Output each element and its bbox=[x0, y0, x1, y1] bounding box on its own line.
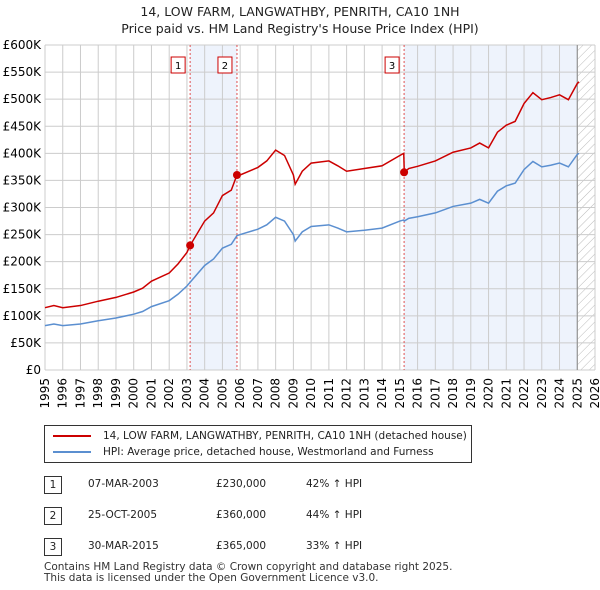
x-tick-label: 1997 bbox=[73, 378, 87, 409]
x-tick-label: 2017 bbox=[428, 378, 442, 409]
x-tick-label: 2010 bbox=[304, 378, 318, 409]
x-tick-label: 2020 bbox=[482, 378, 496, 409]
hpi-delta: 33% ↑ HPI bbox=[306, 540, 363, 552]
y-tick-label: £100K bbox=[3, 309, 43, 323]
y-tick-label: £150K bbox=[3, 282, 43, 296]
x-tick-label: 2004 bbox=[198, 378, 212, 409]
sale-price: £230,000 bbox=[216, 478, 267, 490]
x-tick-label: 2011 bbox=[322, 378, 336, 409]
legend-label: HPI: Average price, detached house, West… bbox=[103, 446, 434, 458]
y-tick-label: £250K bbox=[3, 228, 43, 242]
marker-badge: 3 bbox=[44, 538, 62, 556]
hpi-delta: 42% ↑ HPI bbox=[306, 478, 363, 490]
sale-label-box bbox=[384, 56, 400, 74]
hpi-delta: 44% ↑ HPI bbox=[306, 509, 363, 521]
sale-price: £360,000 bbox=[216, 509, 267, 521]
marker-badge: 1 bbox=[44, 476, 62, 494]
x-tick-label: 2009 bbox=[286, 378, 300, 409]
x-tick-label: 2018 bbox=[446, 378, 460, 409]
sale-label-box bbox=[217, 56, 233, 74]
y-tick-label: £450K bbox=[3, 119, 43, 133]
x-tick-label: 2021 bbox=[499, 378, 513, 409]
legend-label: 14, LOW FARM, LANGWATHBY, PENRITH, CA10 … bbox=[103, 430, 467, 442]
x-tick-label: 2006 bbox=[233, 378, 247, 409]
x-tick-label: 2013 bbox=[357, 378, 371, 409]
x-tick-label: 2002 bbox=[162, 378, 176, 409]
y-tick-label: £400K bbox=[3, 146, 43, 160]
x-tick-label: 2001 bbox=[144, 378, 158, 409]
sale-date: 30-MAR-2015 bbox=[88, 540, 159, 552]
sale-point bbox=[400, 168, 409, 177]
x-tick-label: 2026 bbox=[588, 378, 600, 409]
y-tick-label: £200K bbox=[3, 255, 43, 269]
legend-item-hpi: HPI: Average price, detached house, West… bbox=[53, 446, 434, 458]
legend-swatch-blue bbox=[53, 451, 91, 453]
footer-licence: This data is licensed under the Open Gov… bbox=[44, 572, 379, 584]
x-tick-label: 2025 bbox=[570, 378, 584, 409]
transaction-row: 1 07-MAR-2003 £230,000 42% ↑ HPI bbox=[44, 476, 564, 496]
x-tick-label: 2024 bbox=[553, 378, 567, 409]
y-tick-label: £600K bbox=[3, 38, 43, 52]
sale-label-box bbox=[170, 56, 186, 74]
sale-point bbox=[186, 241, 195, 250]
sale-date: 25-OCT-2005 bbox=[88, 509, 157, 521]
x-tick-label: 2016 bbox=[411, 378, 425, 409]
marker-badge: 2 bbox=[44, 507, 62, 525]
y-tick-label: £500K bbox=[3, 92, 43, 106]
x-tick-label: 2005 bbox=[215, 378, 229, 409]
y-tick-label: £350K bbox=[3, 173, 43, 187]
x-tick-label: 2000 bbox=[127, 378, 141, 409]
y-tick-label: £50K bbox=[10, 336, 42, 350]
sale-point bbox=[232, 171, 241, 179]
chart-subtitle: Price paid vs. HM Land Registry's House … bbox=[121, 21, 479, 36]
x-tick-label: 2022 bbox=[517, 378, 531, 409]
y-tick-label: £550K bbox=[3, 65, 43, 79]
series-line bbox=[44, 152, 580, 327]
x-tick-label: 1998 bbox=[91, 378, 105, 409]
x-tick-label: 2023 bbox=[535, 378, 549, 409]
x-tick-label: 2008 bbox=[269, 378, 283, 409]
series-line bbox=[44, 81, 580, 309]
sale-label: 2 bbox=[222, 61, 228, 72]
footer-copyright: Contains HM Land Registry data © Crown c… bbox=[44, 561, 453, 573]
transaction-row: 2 25-OCT-2005 £360,000 44% ↑ HPI bbox=[44, 507, 564, 527]
sale-label: 1 bbox=[175, 61, 181, 72]
x-tick-label: 1999 bbox=[109, 378, 123, 409]
transaction-row: 3 30-MAR-2015 £365,000 33% ↑ HPI bbox=[44, 538, 564, 558]
x-tick-label: 2003 bbox=[180, 378, 194, 409]
sale-label: 3 bbox=[389, 61, 395, 72]
x-tick-label: 2007 bbox=[251, 378, 265, 409]
chart-title: 14, LOW FARM, LANGWATHBY, PENRITH, CA10 … bbox=[140, 4, 460, 19]
legend-item-property: 14, LOW FARM, LANGWATHBY, PENRITH, CA10 … bbox=[53, 430, 467, 442]
sale-price: £365,000 bbox=[216, 540, 267, 552]
x-tick-label: 2015 bbox=[393, 378, 407, 409]
sale-date: 07-MAR-2003 bbox=[88, 478, 159, 490]
y-tick-label: £0 bbox=[26, 363, 41, 377]
x-tick-label: 1995 bbox=[38, 378, 52, 409]
y-tick-label: £300K bbox=[3, 201, 43, 215]
x-tick-label: 2019 bbox=[464, 378, 478, 409]
legend: 14, LOW FARM, LANGWATHBY, PENRITH, CA10 … bbox=[44, 425, 472, 463]
x-tick-label: 2014 bbox=[375, 378, 389, 409]
price-chart: 1995 1996 1997 1998 1999 2000 2001 2002 2003 2004… bbox=[3, 38, 600, 409]
x-tick-label: 1996 bbox=[56, 378, 70, 409]
x-tick-label: 2012 bbox=[340, 378, 354, 409]
legend-swatch-red bbox=[53, 435, 91, 437]
